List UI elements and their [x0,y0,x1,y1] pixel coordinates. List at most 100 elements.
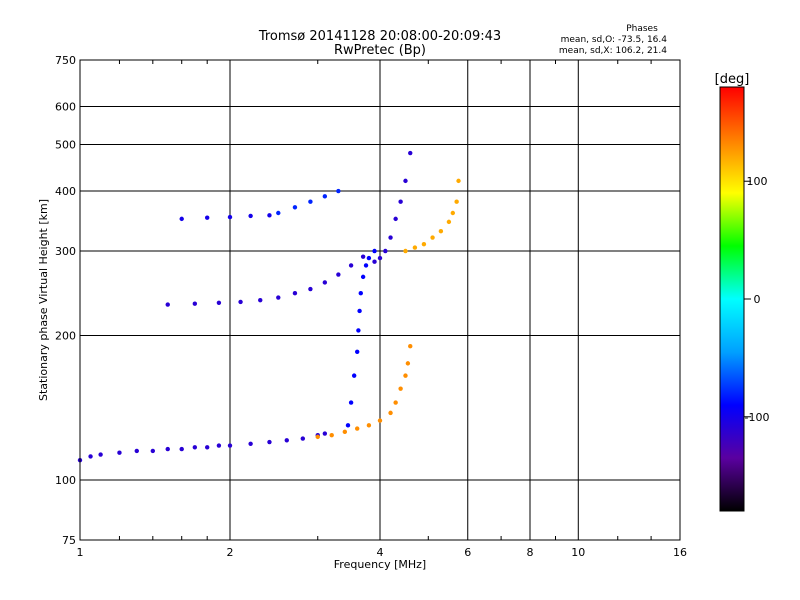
data-point [388,410,393,416]
data-point [292,205,298,210]
data-point [393,400,398,405]
x-tick-label: 6 [464,546,471,559]
data-point [354,349,360,354]
data-point [322,280,328,285]
data-point [450,210,456,216]
x-tick-label: 8 [527,546,534,559]
data-point [329,432,334,438]
stats-line-x: mean, sd,X: 106.2, 21.4 [559,46,667,56]
data-point [366,423,372,428]
data-point [438,228,444,234]
x-axis-label: Frequency [MHz] [334,558,426,571]
y-tick-label: 750 [55,54,76,67]
data-point [342,429,348,435]
y-tick-label: 400 [55,185,76,198]
data-point [356,328,361,333]
stats-line-o: mean, sd,O: -73.5, 16.4 [561,35,668,45]
colorbar-tick-label: 100 [747,175,768,188]
y-tick-label: 100 [55,474,76,487]
data-point [204,215,210,220]
data-point [276,295,281,300]
data-point [165,446,170,452]
data-point [292,291,298,296]
data-point [351,373,357,378]
data-point [238,299,243,305]
data-point [348,263,354,268]
x-tick-label: 10 [571,546,585,559]
data-point [98,452,103,457]
data-point [267,439,272,445]
axis-ticks: 1 2 4 6 8 10 16 75 100 200 300 400 500 600 750 [55,54,687,559]
data-point [204,445,210,450]
data-point [216,300,222,306]
data-point [192,445,198,450]
data-point [179,446,184,452]
y-tick-label: 300 [55,245,76,258]
colorbar-tick-label: -100 [745,411,770,424]
data-point [348,400,354,405]
y-tick-label: 600 [55,101,76,114]
data-point [454,199,459,204]
data-point [383,248,388,254]
data-point [336,188,341,194]
data-point [398,199,403,204]
data-point [408,344,413,349]
data-point [322,431,328,436]
data-point [408,150,413,156]
y-tick-label: 200 [55,330,76,343]
x-tick-label: 16 [673,546,687,559]
y-tick-label: 75 [62,534,76,547]
data-point [165,302,170,307]
data-point [192,301,198,306]
data-point [405,361,411,366]
data-point [377,255,383,261]
data-point [315,434,320,440]
data-point [150,448,156,454]
data-point [403,373,408,378]
y-axis-label: Stationary phase Virtual Height [km] [37,199,50,401]
data-point [393,216,398,222]
data-point [322,194,328,199]
data-point [300,436,306,441]
data-point [134,448,139,454]
data-point [227,443,233,448]
data-point [372,259,377,264]
data-point [358,291,363,296]
data-point [308,199,313,204]
data-point [360,254,366,259]
data-point [377,418,383,423]
data-point [276,210,281,216]
plot-frame [79,59,681,541]
grid-lines [80,60,680,540]
data-points [77,150,461,463]
chart-title: Tromsø 20141128 20:08:00-20:09:43 [258,29,501,44]
y-tick-label: 500 [55,139,76,152]
colorbar-tick-label: 0 [754,293,761,306]
data-point [248,213,253,219]
data-point [284,438,289,443]
data-point [345,423,351,428]
data-point [372,248,377,254]
data-point [354,426,360,431]
data-point [388,235,393,240]
data-point [363,263,369,268]
data-point [446,219,452,225]
stats-heading: Phases [626,24,658,34]
data-point [308,286,313,292]
data-point [216,443,222,448]
data-point [248,441,253,446]
colorbar [719,86,745,512]
data-point [421,241,427,247]
colorbar-ticks: 100 0 -100 [744,175,769,424]
data-point [357,308,362,314]
data-point [366,255,372,261]
data-point [117,450,122,455]
x-tick-label: 1 [77,546,84,559]
data-point [360,274,366,280]
data-point [258,297,263,303]
x-tick-label: 4 [377,546,384,559]
data-point [227,214,233,220]
data-point [336,272,341,277]
data-point [403,178,408,184]
